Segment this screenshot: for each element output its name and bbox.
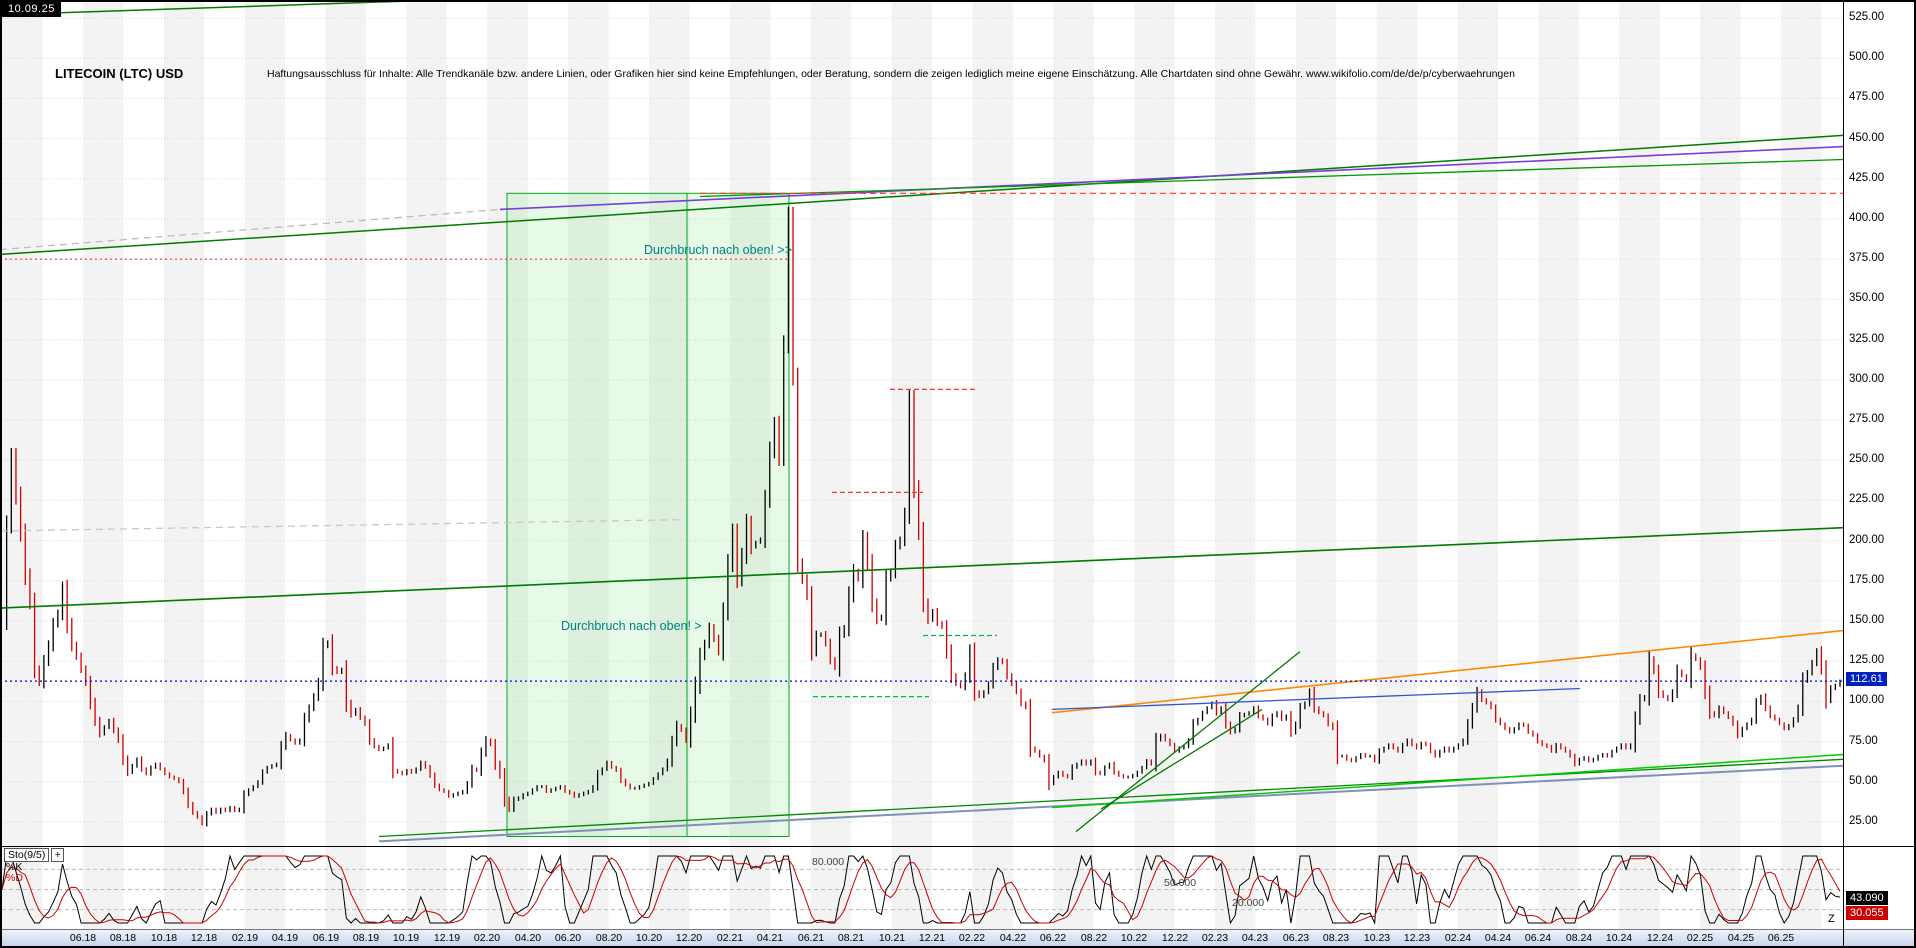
date-axis-label: 12.22 [1161,932,1189,944]
zoom-indicator: Z [1828,913,1835,925]
last-price-tag: 112.61 [1846,672,1887,686]
date-axis-label: 06.22 [1039,932,1067,944]
date-axis-label: 08.24 [1565,932,1593,944]
indicator-expand-button[interactable]: + [51,848,65,862]
price-axis-label: 425.00 [1849,172,1885,184]
date-axis-label: 06.25 [1767,932,1795,944]
date-axis-label: 12.21 [918,932,946,944]
date-axis-label: 10.19 [392,932,420,944]
date-axis-label: 12.24 [1646,932,1674,944]
date-axis-label: 04.20 [514,932,542,944]
date-axis-label: 08.22 [1080,932,1108,944]
price-axis-label: 350.00 [1849,292,1885,304]
date-axis-label: 08.19 [352,932,380,944]
date-axis-label: 12.20 [675,932,703,944]
price-axis-label: 450.00 [1849,132,1885,144]
price-axis-label: 125.00 [1849,654,1885,666]
chart-title: LITECOIN (LTC) USD [55,66,184,81]
date-axis-label: 08.23 [1322,932,1350,944]
date-axis-label: 04.25 [1727,932,1755,944]
price-axis-label: 200.00 [1849,534,1885,546]
sto-level-label: 20.000 [1232,897,1265,909]
price-axis-label: 375.00 [1849,252,1885,264]
price-axis-label: 25.00 [1849,815,1878,827]
date-axis-label: 08.21 [837,932,865,944]
indicator-bottom-separator [0,929,1916,930]
date-axis-label: 08.18 [109,932,137,944]
price-axis-label: 250.00 [1849,453,1885,465]
breakout-annotation-lower: Durchbruch nach oben! > [561,619,702,633]
price-axis-label: 75.00 [1849,735,1878,747]
date-axis-label: 04.19 [271,932,299,944]
date-axis-label: 02.22 [958,932,986,944]
date-axis-label: 06.19 [312,932,340,944]
price-axis-label: 400.00 [1849,212,1885,224]
date-axis-label: 12.23 [1403,932,1431,944]
date-axis-label: 06.21 [797,932,825,944]
stochastic-d-value: 30.055 [1846,906,1888,920]
date-axis-label: 06.24 [1524,932,1552,944]
date-axis-label: 06.20 [554,932,582,944]
price-axis-label: 275.00 [1849,413,1885,425]
price-axis-label: 325.00 [1849,333,1885,345]
date-axis-label: 10.24 [1605,932,1633,944]
date-axis-label: 04.24 [1484,932,1512,944]
date-axis-label: 02.20 [473,932,501,944]
date-axis-label: 02.21 [716,932,744,944]
date-axis-label: 02.19 [231,932,259,944]
date-axis-label: 08.20 [595,932,623,944]
price-axis-label: 100.00 [1849,694,1885,706]
price-axis-label: 475.00 [1849,91,1885,103]
price-axis-label: 300.00 [1849,373,1885,385]
price-axis-label: 175.00 [1849,574,1885,586]
date-axis: 06.18 08.18 10.18 12.18 02.19 04.19 06.19 08.19… [0,930,1916,946]
date-axis-label: 12.18 [190,932,218,944]
date-axis-label: 10.23 [1363,932,1391,944]
date-axis-label: 04.21 [756,932,784,944]
stochastic-k-value: 43.090 [1846,891,1888,905]
date-axis-label: 12.19 [433,932,461,944]
sto-level-label: 50.000 [1164,877,1197,889]
price-axis-label: 150.00 [1849,614,1885,626]
date-axis-label: 04.23 [1241,932,1269,944]
timestamp-badge: 10.09.25 [2,2,61,17]
date-axis-label: 06.18 [69,932,97,944]
price-axis-label: 525.00 [1849,11,1885,23]
stochastic-k-label: %K [6,861,23,873]
disclaimer-text: Haftungsausschluss für Inhalte: Alle Tre… [267,68,1515,80]
date-axis-label: 10.22 [1120,932,1148,944]
price-axis-label: 50.00 [1849,775,1878,787]
date-axis-label: 10.20 [635,932,663,944]
date-axis-label: 02.24 [1444,932,1472,944]
date-axis-label: 02.23 [1201,932,1229,944]
date-axis-label: 02.25 [1686,932,1714,944]
date-axis-label: 06.23 [1282,932,1310,944]
date-axis-label: 10.18 [150,932,178,944]
date-axis-label: 10.21 [878,932,906,944]
price-axis-label: 500.00 [1849,51,1885,63]
stochastic-d-label: %D [6,872,23,884]
axis-separator [1843,0,1844,948]
sto-level-label: 80.000 [812,856,845,868]
indicator-name-button[interactable]: Sto(9/5) [4,848,50,862]
date-axis-label: 04.22 [999,932,1027,944]
indicator-header: Sto(9/5) + [4,848,65,862]
pane-separator [0,846,1916,847]
price-axis-label: 225.00 [1849,493,1885,505]
breakout-annotation-upper: Durchbruch nach oben! >> [644,243,793,257]
